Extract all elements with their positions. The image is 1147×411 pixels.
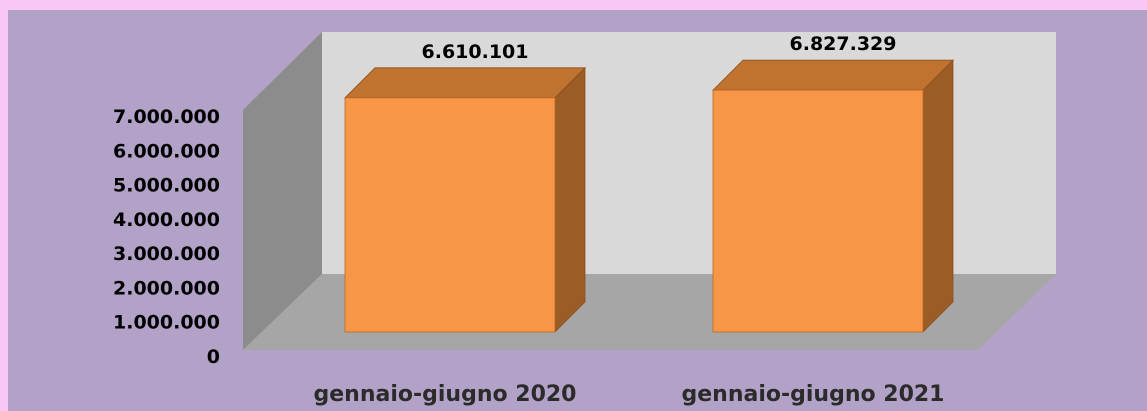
bars <box>344 59 954 333</box>
side-wall <box>243 32 322 350</box>
x-category-label: gennaio-giugno 2020 <box>314 382 577 407</box>
x-axis-labels: gennaio-giugno 2020 gennaio-giugno 2021 <box>314 382 945 407</box>
data-label: 6.610.101 <box>422 41 529 63</box>
y-tick-label: 0 <box>207 346 220 368</box>
bar-top <box>712 59 954 91</box>
data-label: 6.827.329 <box>790 33 897 55</box>
bar-front <box>344 97 556 333</box>
data-labels: 6.610.101 6.827.329 <box>422 33 897 63</box>
y-tick-label: 4.000.000 <box>113 209 220 231</box>
y-axis-ticks: 0 1.000.000 2.000.000 3.000.000 4.000.000 5.0… <box>113 106 220 368</box>
bar <box>712 59 954 333</box>
bar-side <box>922 59 954 333</box>
x-category-label: gennaio-giugno 2021 <box>682 382 945 407</box>
bar-chart: 0 1.000.000 2.000.000 3.000.000 4.000.000 5.0… <box>113 32 1056 407</box>
bar-top <box>344 67 586 99</box>
chart-area: 0 1.000.000 2.000.000 3.000.000 4.000.000 5.0… <box>8 10 1147 411</box>
y-tick-label: 3.000.000 <box>113 243 220 265</box>
bar <box>344 66 586 333</box>
y-tick-label: 2.000.000 <box>113 277 220 299</box>
bar-front <box>712 89 924 333</box>
y-tick-label: 1.000.000 <box>113 312 220 334</box>
y-tick-label: 6.000.000 <box>113 140 220 162</box>
y-tick-label: 7.000.000 <box>113 106 220 128</box>
y-tick-label: 5.000.000 <box>113 175 220 197</box>
bar-side <box>554 66 586 333</box>
